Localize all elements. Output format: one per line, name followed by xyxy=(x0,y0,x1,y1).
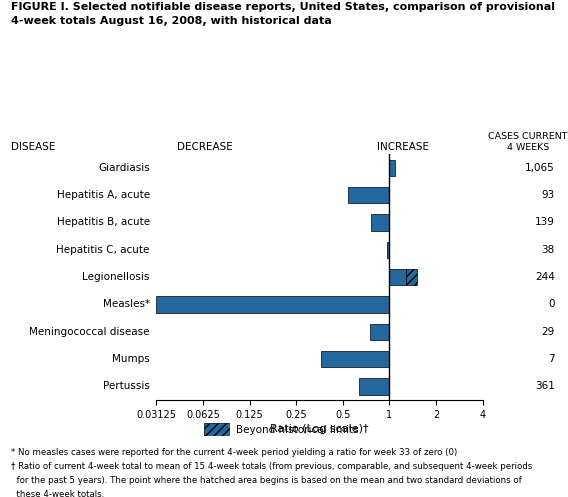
Text: CASES CURRENT
4 WEEKS: CASES CURRENT 4 WEEKS xyxy=(488,132,568,152)
Text: 139: 139 xyxy=(535,217,555,228)
Text: Hepatitis A, acute: Hepatitis A, acute xyxy=(57,190,150,200)
Text: DISEASE: DISEASE xyxy=(11,142,56,152)
Bar xyxy=(156,296,390,313)
Text: Meningococcal disease: Meningococcal disease xyxy=(29,327,150,337)
Text: 93: 93 xyxy=(541,190,555,200)
Text: FIGURE I. Selected notifiable disease reports, United States, comparison of prov: FIGURE I. Selected notifiable disease re… xyxy=(11,2,556,12)
Bar xyxy=(348,187,390,203)
Text: Pertussis: Pertussis xyxy=(103,381,150,392)
X-axis label: Ratio (Log scale)†: Ratio (Log scale)† xyxy=(270,424,369,434)
Text: 244: 244 xyxy=(535,272,555,282)
Text: for the past 5 years). The point where the hatched area begins is based on the m: for the past 5 years). The point where t… xyxy=(11,476,522,485)
Bar xyxy=(390,160,395,176)
Text: † Ratio of current 4-week total to mean of 15 4-week totals (from previous, comp: † Ratio of current 4-week total to mean … xyxy=(11,462,533,471)
Text: Hepatitis C, acute: Hepatitis C, acute xyxy=(56,245,150,255)
Text: 38: 38 xyxy=(541,245,555,255)
Text: * No measles cases were reported for the current 4-week period yielding a ratio : * No measles cases were reported for the… xyxy=(11,448,458,457)
Text: these 4-week totals.: these 4-week totals. xyxy=(11,490,105,497)
Bar xyxy=(387,242,390,258)
Text: Mumps: Mumps xyxy=(112,354,150,364)
Text: 7: 7 xyxy=(548,354,555,364)
Text: 361: 361 xyxy=(535,381,555,392)
Text: 1,065: 1,065 xyxy=(525,163,555,173)
Text: 0: 0 xyxy=(548,299,555,310)
Bar xyxy=(390,269,406,285)
Bar xyxy=(360,378,390,395)
Text: Hepatitis B, acute: Hepatitis B, acute xyxy=(57,217,150,228)
Text: 29: 29 xyxy=(541,327,555,337)
Text: DECREASE: DECREASE xyxy=(177,142,232,152)
Text: INCREASE: INCREASE xyxy=(377,142,429,152)
Bar xyxy=(371,214,390,231)
Text: Beyond historical limits: Beyond historical limits xyxy=(236,425,358,435)
Text: Giardiasis: Giardiasis xyxy=(98,163,150,173)
Bar xyxy=(370,324,390,340)
Text: Measles*: Measles* xyxy=(103,299,150,310)
Bar xyxy=(406,269,417,285)
Text: Legionellosis: Legionellosis xyxy=(82,272,150,282)
Text: 4-week totals August 16, 2008, with historical data: 4-week totals August 16, 2008, with hist… xyxy=(11,16,332,26)
Bar xyxy=(321,351,390,367)
